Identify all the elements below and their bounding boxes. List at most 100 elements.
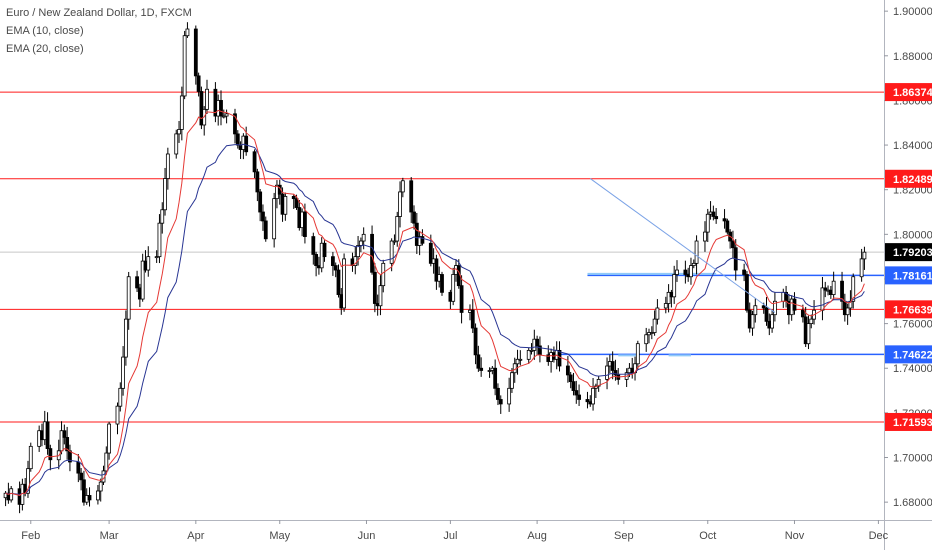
candle-body <box>565 365 570 376</box>
candle-body <box>571 381 576 391</box>
candle-body <box>666 291 671 304</box>
candle-body <box>703 231 707 242</box>
price-tick-label: 1.70000 <box>893 453 932 465</box>
candle-body <box>655 307 660 320</box>
time-tick-label: Mar <box>100 530 119 542</box>
candle-body <box>487 370 492 372</box>
candle-body <box>568 374 573 383</box>
candle-body <box>244 135 249 153</box>
candle-body <box>731 240 735 249</box>
candle-body <box>440 274 444 293</box>
candle-body <box>510 372 514 389</box>
candle-body <box>473 327 478 356</box>
candle-body <box>381 262 386 287</box>
candle-body <box>258 191 263 213</box>
time-tick-label: Sep <box>614 530 634 542</box>
candle-body <box>705 213 710 233</box>
candle-body <box>806 323 811 345</box>
candle-body <box>255 171 260 193</box>
price-tick-label: 1.90000 <box>893 6 932 18</box>
candle-body <box>470 309 475 329</box>
candle-body <box>398 191 402 217</box>
candle-body <box>820 287 825 311</box>
candle-body <box>557 349 562 367</box>
candle-body <box>199 91 204 126</box>
candle-body <box>750 314 755 329</box>
candle-body <box>62 430 67 438</box>
candle-body <box>48 448 53 461</box>
candle-body <box>82 479 86 503</box>
time-tick-label: Aug <box>527 530 547 542</box>
candle-body <box>177 129 181 135</box>
candle-body <box>123 318 128 358</box>
time-tick-label: Dec <box>869 530 889 542</box>
candle-body <box>361 233 366 242</box>
candle-body <box>98 481 103 492</box>
candle-body <box>157 222 162 258</box>
candle-body <box>476 354 481 369</box>
level-price-label: 1.71593 <box>893 417 932 429</box>
candle-body <box>605 365 609 380</box>
ema20-legend[interactable]: EMA (20, close) <box>6 43 84 55</box>
candle-body <box>862 251 867 260</box>
candle-body <box>675 269 679 275</box>
time-tick-label: Jul <box>443 530 457 542</box>
candle-body <box>691 262 696 266</box>
candle-body <box>291 195 296 200</box>
candle-body <box>174 133 179 155</box>
candle-body <box>126 276 131 320</box>
candle-body <box>163 178 167 211</box>
descending-trendline <box>589 178 776 313</box>
symbol-title[interactable]: Euro / New Zealand Dollar, 1D, FXCM <box>6 7 192 19</box>
price-tick-label: 1.76000 <box>893 319 932 331</box>
candle-body <box>330 256 335 266</box>
candle-body <box>272 198 277 240</box>
level-price-label-bg <box>885 266 932 285</box>
level-price-label: 1.76639 <box>893 304 932 316</box>
level-price-label: 1.78161 <box>893 270 932 282</box>
candle-body <box>392 240 397 243</box>
candle-body <box>770 314 775 329</box>
candle-body <box>434 258 439 282</box>
candle-body <box>772 300 777 316</box>
candle-body <box>498 399 503 405</box>
candle-body <box>28 445 33 470</box>
candle-body <box>68 450 72 463</box>
candle-body <box>154 256 159 259</box>
candle-body <box>107 423 112 454</box>
candle-body <box>725 220 730 233</box>
candle-body <box>160 209 165 224</box>
candle-body <box>845 307 850 316</box>
candle-body <box>652 318 657 333</box>
candle-body <box>672 274 677 298</box>
price-tick-label: 1.80000 <box>893 229 932 241</box>
candle-body <box>263 220 268 240</box>
candle-body <box>851 276 856 302</box>
candle-body <box>303 211 307 237</box>
candle-body <box>65 437 70 452</box>
candle-body <box>574 390 579 396</box>
time-tick-label: Feb <box>21 530 40 542</box>
candle-body <box>358 240 363 246</box>
candle-body <box>224 113 229 117</box>
candle-body <box>283 195 288 215</box>
candle-body <box>353 256 358 266</box>
ema10-legend[interactable]: EMA (10, close) <box>6 25 84 37</box>
candle-body <box>459 285 464 313</box>
candle-body <box>507 387 512 405</box>
time-tick-label: Nov <box>785 530 805 542</box>
candle-body <box>613 370 618 376</box>
candle-body <box>196 75 201 92</box>
candle-body <box>591 387 595 405</box>
candle-body <box>45 421 50 449</box>
candle-body <box>185 28 190 37</box>
candle-body <box>596 378 601 387</box>
price-tick-label: 1.74000 <box>893 363 932 375</box>
candle-body <box>322 242 327 258</box>
level-price-label: 1.82489 <box>893 174 932 186</box>
candle-body <box>577 394 581 400</box>
candle-body <box>370 233 374 273</box>
candle-body <box>526 349 531 360</box>
